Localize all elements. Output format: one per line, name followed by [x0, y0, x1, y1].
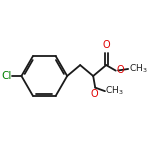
Text: CH$_3$: CH$_3$ [105, 85, 124, 97]
Text: O: O [91, 89, 99, 99]
Text: CH$_3$: CH$_3$ [129, 62, 147, 75]
Text: O: O [102, 40, 110, 50]
Text: Cl: Cl [1, 71, 11, 81]
Text: O: O [117, 65, 124, 75]
